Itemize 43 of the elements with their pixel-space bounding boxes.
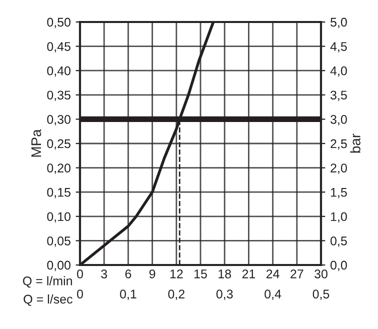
x-tick-label: 6 bbox=[125, 269, 132, 278]
y-tick-label: 0,35 bbox=[47, 90, 70, 102]
x2-tick-label: 0,3 bbox=[216, 290, 233, 300]
x2-tick-label: 0,5 bbox=[312, 290, 330, 300]
y-axis-title: MPa bbox=[31, 129, 42, 157]
x-tick-label: 18 bbox=[218, 269, 232, 278]
x-axis-title: Q = l/min bbox=[23, 276, 72, 288]
x-tick-label: 30 bbox=[314, 269, 328, 278]
y2-tick-label: 0,0 bbox=[330, 260, 347, 272]
x-tick-label: 24 bbox=[266, 269, 280, 278]
y2-axis-title: bar bbox=[350, 134, 360, 153]
x-tick-label: 21 bbox=[242, 269, 256, 278]
y-tick-label: 0,20 bbox=[47, 164, 70, 174]
y2-tick-label: 4,5 bbox=[330, 42, 347, 52]
y-tick-label: 0,40 bbox=[47, 66, 70, 77]
y2-tick-label: 2,0 bbox=[330, 164, 347, 174]
x-tick-label: 27 bbox=[290, 269, 304, 278]
x-tick-label: 0 bbox=[77, 269, 83, 278]
y-tick-label: 0,50 bbox=[47, 18, 70, 28]
y2-tick-label: 3,5 bbox=[330, 90, 347, 102]
y2-tick-label: 4,0 bbox=[330, 66, 347, 77]
y-tick-label: 0,15 bbox=[47, 188, 70, 198]
y2-tick-label: 5,0 bbox=[330, 18, 347, 28]
x2-tick-label: 0 bbox=[77, 290, 83, 298]
y-tick-label: 0,45 bbox=[47, 42, 70, 52]
y-tick-label: 0,25 bbox=[47, 139, 70, 150]
y2-tick-label: 1,0 bbox=[330, 212, 347, 223]
y-tick-label: 0,30 bbox=[47, 115, 70, 126]
y2-tick-label: 2,5 bbox=[330, 139, 347, 150]
x-tick-label: 12 bbox=[170, 269, 183, 278]
y-tick-label: 0,05 bbox=[47, 236, 70, 247]
x-tick-label: 3 bbox=[101, 269, 108, 278]
y2-tick-label: 3,0 bbox=[330, 115, 347, 126]
y2-tick-label: 1,5 bbox=[330, 188, 347, 198]
y-tick-label: 0,00 bbox=[47, 260, 70, 272]
y-tick-label: 0,10 bbox=[47, 212, 70, 223]
y2-tick-label: 0,5 bbox=[330, 236, 347, 247]
x2-tick-label: 0,4 bbox=[264, 290, 282, 300]
x2-axis-title: Q = l/sec bbox=[24, 294, 72, 306]
x-tick-label: 9 bbox=[149, 269, 156, 278]
x-tick-label: 15 bbox=[194, 270, 207, 278]
x2-tick-label: 0,1 bbox=[120, 290, 136, 300]
x2-tick-label: 0,2 bbox=[168, 290, 184, 300]
